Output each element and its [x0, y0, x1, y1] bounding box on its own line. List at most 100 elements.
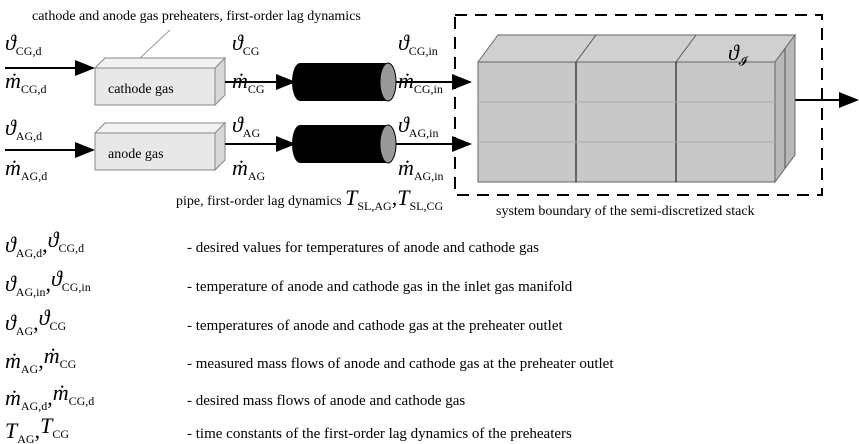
symbol-base: ϑ — [48, 227, 60, 252]
symbol-base: ṁ — [232, 155, 248, 180]
symbol: ṁAG,in — [398, 155, 444, 183]
pipe-end — [379, 62, 397, 102]
legend-symbols: ϑAG,in,ϑCG,in — [5, 266, 91, 299]
symbol-base: ṁ — [44, 343, 60, 368]
symbol-sub: CG,in — [409, 44, 438, 58]
legend-description: - desired mass flows of anode and cathod… — [187, 393, 465, 409]
symbol-sub: AG — [243, 126, 261, 140]
separator: , — [38, 348, 44, 373]
symbol-base: ϑ — [5, 30, 17, 55]
symbol-base: ṁ — [53, 380, 69, 405]
separator: , — [392, 185, 398, 210]
symbol: ṁAG,d — [5, 155, 47, 183]
symbol-base: ṁ — [398, 155, 414, 180]
box-label: anode gas — [108, 147, 164, 162]
symbol: ṁCG,in — [398, 68, 443, 96]
symbol-base: ṁ — [5, 348, 21, 373]
symbol-sub: AG,d — [21, 399, 47, 413]
symbol-sub: AG,d — [21, 169, 47, 183]
system-boundary — [454, 14, 823, 196]
cathode-box — [94, 67, 216, 106]
symbol-sub: AG,in — [409, 126, 439, 140]
symbol-sub: AG,d — [16, 129, 42, 143]
pipe-end — [379, 124, 397, 164]
symbol-base: ϑ — [232, 30, 244, 55]
box-top — [93, 57, 227, 69]
pipe-end — [292, 125, 308, 163]
legend-symbols: TAG,TCG — [5, 413, 69, 444]
symbol-sub: CG — [52, 427, 69, 441]
symbol-base: T — [40, 413, 54, 438]
separator: , — [33, 310, 39, 335]
symbol-base: ϑ — [728, 40, 740, 65]
caption-text: pipe, first-order lag dynamics — [176, 194, 342, 209]
legend-description: - time constants of the first-order lag … — [187, 426, 572, 442]
symbol-sub: CG,in — [62, 280, 91, 294]
legend-symbols: ϑAG,ϑCG — [5, 305, 66, 338]
symbol-sub: CG,d — [69, 394, 95, 408]
symbol: ϑ𝓘 — [728, 40, 749, 68]
symbol-sub: AG,in — [16, 285, 46, 299]
symbol-base: ṁ — [5, 385, 21, 410]
anode-box — [94, 132, 216, 171]
pipe — [300, 125, 388, 163]
symbol-sub: CG — [243, 44, 260, 58]
legend-description: - temperature of anode and cathode gas i… — [187, 279, 573, 295]
symbol-base: ϑ — [51, 266, 63, 291]
symbol-base: ṁ — [232, 68, 248, 93]
stack-front — [477, 61, 776, 183]
symbol-sub: CG,d — [16, 44, 42, 58]
stack-top — [477, 34, 796, 63]
symbol-base: ϑ — [5, 232, 17, 257]
symbol-sub: AG,d — [16, 246, 42, 260]
symbol-sub: AG — [16, 324, 34, 338]
symbol-sub: CG — [60, 357, 77, 371]
symbol: ϑAG,in — [398, 112, 438, 140]
symbol-sub: SL,CG — [409, 199, 443, 213]
symbol-sub: AG — [17, 432, 35, 444]
symbol-sub: SL,AG — [357, 199, 392, 213]
box-top — [93, 122, 227, 134]
boundary-caption: system boundary of the semi-discretized … — [496, 204, 755, 219]
symbol: ϑCG,in — [398, 30, 438, 58]
symbol-base: ϑ — [5, 115, 17, 140]
symbol-base: ṁ — [5, 155, 21, 180]
pipe — [300, 63, 388, 101]
symbol-base: ϑ — [5, 310, 17, 335]
symbol-sub: 𝓘 — [739, 54, 749, 68]
legend-symbols: ṁAG,d,ṁCG,d — [5, 380, 94, 413]
symbol-base: ϑ — [398, 30, 410, 55]
stack-grid — [478, 34, 786, 182]
pipe-caption: pipe, first-order lag dynamics TSL,AG,TS… — [176, 185, 443, 213]
symbol-base: T — [345, 185, 359, 210]
symbol-base: ϑ — [39, 305, 51, 330]
symbol: ϑCG,d — [5, 30, 41, 58]
legend-symbols: ϑAG,d,ϑCG,d — [5, 227, 84, 260]
legend-description: - measured mass flows of anode and catho… — [187, 356, 614, 372]
symbols: TSL,AG,TSL,CG — [345, 185, 443, 213]
legend-description: - desired values for temperatures of ano… — [187, 240, 539, 256]
symbol: ϑCG — [232, 30, 260, 58]
symbol-base: T — [397, 185, 411, 210]
symbol-base: ṁ — [398, 68, 414, 93]
separator: , — [35, 418, 41, 443]
symbol-base: ϑ — [398, 112, 410, 137]
symbol-sub: CG,d — [58, 241, 84, 255]
symbol-sub: CG,in — [414, 82, 443, 96]
symbol: ṁAG — [232, 155, 266, 183]
top-caption: cathode and anode gas preheaters, first-… — [32, 9, 361, 24]
symbol-sub: CG,d — [21, 82, 47, 96]
symbol-base: ϑ — [232, 112, 244, 137]
legend-description: - temperatures of anode and cathode gas … — [187, 318, 563, 334]
separator: , — [47, 385, 53, 410]
symbol-sub: AG — [248, 169, 266, 183]
pipe-end — [292, 63, 308, 101]
legend-symbols: ṁAG,ṁCG — [5, 343, 77, 376]
figure: cathode and anode gas preheaters, first-… — [5, 9, 859, 219]
separator: , — [42, 232, 48, 257]
symbol-base: ṁ — [5, 68, 21, 93]
symbol: ṁCG — [232, 68, 265, 96]
separator: , — [45, 271, 51, 296]
symbol: ϑAG — [232, 112, 260, 140]
